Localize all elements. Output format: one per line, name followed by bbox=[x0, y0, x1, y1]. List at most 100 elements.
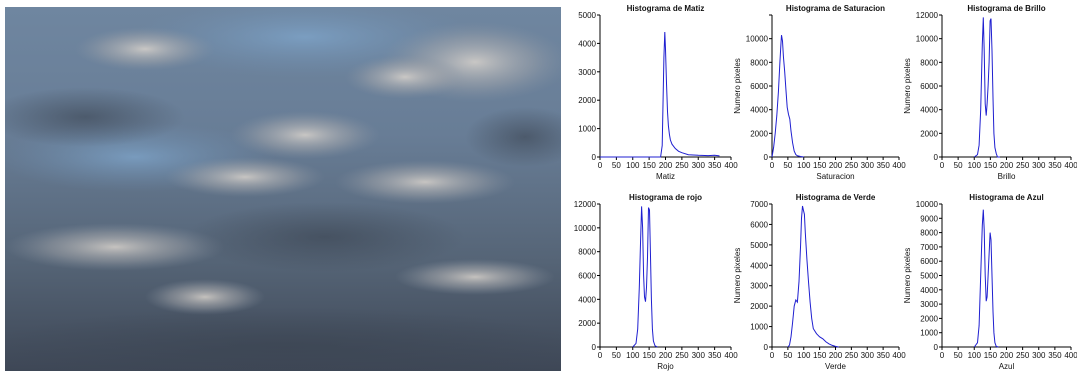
x-tick-label: 300 bbox=[1032, 351, 1046, 360]
y-tick-label: 3000 bbox=[750, 282, 768, 291]
histogram-chart: 0 50 100 150 200 250 300 350 4000100020003000400… bbox=[578, 4, 738, 181]
y-tick-label: 6000 bbox=[750, 220, 768, 229]
x-tick-label: 350 bbox=[1048, 161, 1062, 170]
x-tick-label: 50 bbox=[612, 351, 621, 360]
y-tick-label: 9000 bbox=[920, 214, 938, 223]
x-tick-label: 350 bbox=[1048, 351, 1062, 360]
y-tick-label: 0 bbox=[764, 153, 769, 162]
y-tick-label: 2000 bbox=[750, 129, 768, 138]
histogram-series-line bbox=[973, 17, 1000, 158]
sky-photo-image bbox=[5, 7, 561, 371]
x-tick-label: 100 bbox=[626, 351, 640, 360]
y-tick-label: 6000 bbox=[920, 82, 938, 91]
x-axis-label: Brillo bbox=[998, 172, 1016, 181]
x-tick-label: 150 bbox=[984, 161, 998, 170]
x-tick-label: 150 bbox=[984, 351, 998, 360]
y-axis-label: Numero pixeles bbox=[903, 58, 912, 114]
y-tick-label: 4000 bbox=[578, 39, 596, 48]
x-tick-label: 100 bbox=[968, 351, 982, 360]
y-tick-label: 1000 bbox=[920, 329, 938, 338]
y-tick-label: 0 bbox=[592, 343, 597, 352]
x-tick-label: 0 bbox=[940, 351, 945, 360]
chart-title: Histograma de Verde bbox=[796, 193, 876, 202]
x-tick-label: 200 bbox=[1000, 161, 1014, 170]
x-tick-label: 150 bbox=[642, 351, 656, 360]
y-tick-label: 2000 bbox=[578, 96, 596, 105]
x-tick-label: 200 bbox=[829, 161, 843, 170]
x-tick-label: 150 bbox=[813, 161, 827, 170]
x-tick-label: 50 bbox=[954, 161, 963, 170]
histogram-chart: 0 50 100 150 200 250 300 350 4000200040006000800… bbox=[733, 4, 906, 181]
x-tick-label: 100 bbox=[968, 161, 982, 170]
x-tick-label: 400 bbox=[1064, 161, 1077, 170]
y-axis-label: Numero pixeles bbox=[733, 58, 742, 114]
x-tick-label: 300 bbox=[861, 161, 875, 170]
histogram-chart: 0 50 100 150 200 250 300 350 4000100020003000400… bbox=[733, 193, 906, 371]
chart-title: Histograma de Brillo bbox=[967, 4, 1045, 13]
x-tick-label: 400 bbox=[724, 161, 738, 170]
x-tick-label: 400 bbox=[1064, 351, 1077, 360]
chart-title: Histograma de rojo bbox=[629, 193, 702, 202]
y-tick-label: 10000 bbox=[574, 224, 597, 233]
x-tick-label: 100 bbox=[626, 161, 640, 170]
y-tick-label: 4000 bbox=[750, 261, 768, 270]
y-tick-label: 1000 bbox=[750, 323, 768, 332]
x-tick-label: 350 bbox=[708, 161, 722, 170]
x-tick-label: 250 bbox=[1016, 351, 1030, 360]
x-tick-label: 250 bbox=[1016, 161, 1030, 170]
y-tick-label: 2000 bbox=[750, 302, 768, 311]
y-tick-label: 7000 bbox=[920, 243, 938, 252]
x-tick-label: 0 bbox=[598, 161, 603, 170]
y-tick-label: 3000 bbox=[920, 300, 938, 309]
x-tick-label: 50 bbox=[954, 351, 963, 360]
y-tick-label: 6000 bbox=[920, 257, 938, 266]
y-tick-label: 12000 bbox=[916, 11, 939, 20]
x-tick-label: 100 bbox=[797, 351, 811, 360]
histogram-series-line bbox=[600, 31, 720, 158]
x-tick-label: 250 bbox=[675, 161, 689, 170]
histogram-chart: 0 50 100 150 200 250 300 350 4000 1000 2000 3000 400… bbox=[903, 193, 1077, 371]
y-tick-label: 5000 bbox=[578, 11, 596, 20]
y-tick-label: 8000 bbox=[578, 248, 596, 257]
y-tick-label: 10000 bbox=[916, 200, 939, 209]
y-tick-label: 6000 bbox=[750, 82, 768, 91]
y-tick-label: 0 bbox=[592, 153, 597, 162]
x-tick-label: 250 bbox=[675, 351, 689, 360]
y-tick-label: 10000 bbox=[916, 35, 939, 44]
x-tick-label: 400 bbox=[724, 351, 738, 360]
x-tick-label: 200 bbox=[659, 351, 673, 360]
y-tick-label: 4000 bbox=[578, 295, 596, 304]
y-tick-label: 8000 bbox=[920, 229, 938, 238]
y-tick-label: 4000 bbox=[920, 106, 938, 115]
y-tick-label: 12000 bbox=[574, 200, 597, 209]
x-tick-label: 150 bbox=[813, 351, 827, 360]
y-tick-label: 2000 bbox=[920, 129, 938, 138]
y-tick-label: 2000 bbox=[920, 314, 938, 323]
x-tick-label: 200 bbox=[829, 351, 843, 360]
y-tick-label: 7000 bbox=[750, 200, 768, 209]
x-tick-label: 200 bbox=[1000, 351, 1014, 360]
x-tick-label: 350 bbox=[876, 161, 890, 170]
y-tick-label: 10000 bbox=[746, 35, 769, 44]
y-tick-label: 5000 bbox=[750, 241, 768, 250]
x-tick-label: 50 bbox=[612, 161, 621, 170]
y-tick-label: 8000 bbox=[920, 58, 938, 67]
chart-title: Histograma de Saturacion bbox=[786, 4, 885, 13]
y-axis-label: Numero pixeles bbox=[903, 248, 912, 304]
y-tick-label: 8000 bbox=[750, 58, 768, 67]
y-tick-label: 2000 bbox=[578, 319, 596, 328]
x-tick-label: 0 bbox=[940, 161, 945, 170]
histogram-chart: 0 50 100 150 200 250 300 350 4000200040006000800… bbox=[574, 193, 738, 371]
y-tick-label: 0 bbox=[764, 343, 769, 352]
y-tick-label: 6000 bbox=[578, 272, 596, 281]
x-tick-label: 200 bbox=[659, 161, 673, 170]
x-tick-label: 150 bbox=[642, 161, 656, 170]
x-tick-label: 0 bbox=[770, 161, 775, 170]
x-tick-label: 50 bbox=[783, 351, 792, 360]
y-tick-label: 1000 bbox=[578, 125, 596, 134]
chart-title: Histograma de Azul bbox=[969, 193, 1043, 202]
x-tick-label: 350 bbox=[876, 351, 890, 360]
histogram-series-line bbox=[973, 209, 999, 348]
y-tick-label: 4000 bbox=[920, 286, 938, 295]
